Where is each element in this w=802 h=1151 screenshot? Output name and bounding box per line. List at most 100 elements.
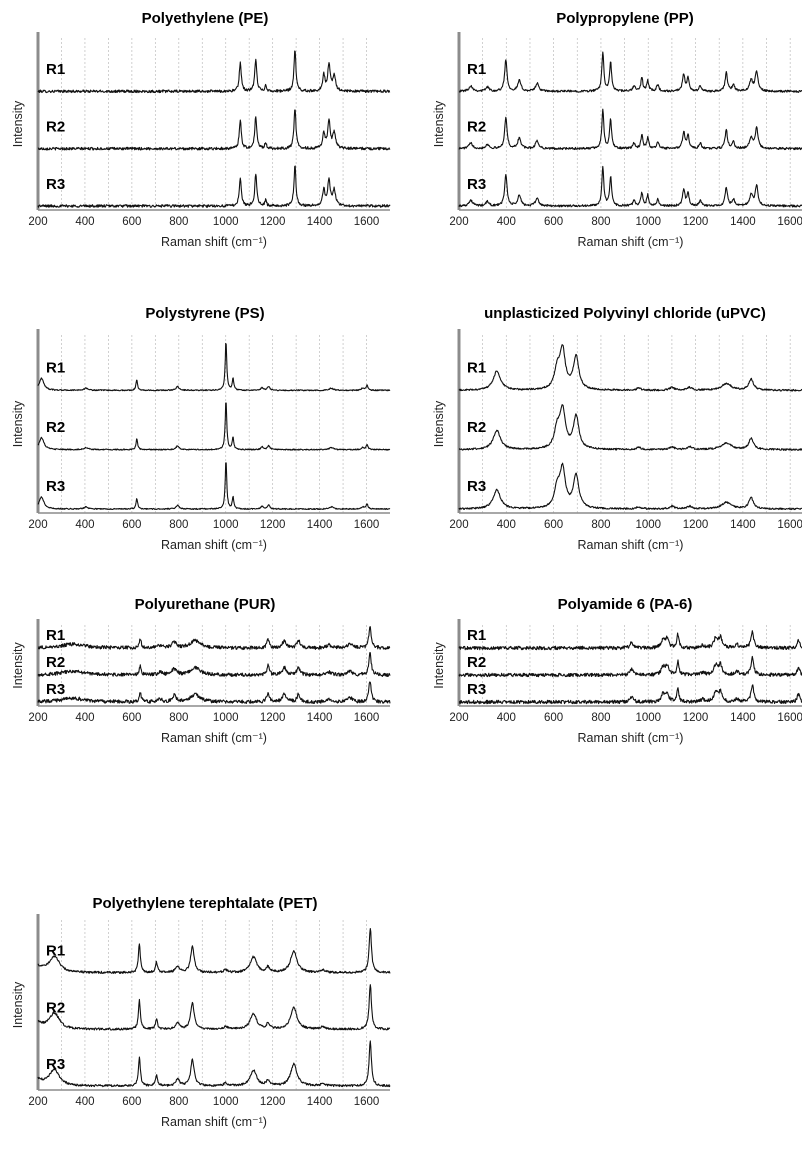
y-axis-label: Intensity [11, 400, 25, 447]
panel-7: Polyethylene terephtalate (PET) 200 400 600… [11, 895, 391, 1129]
x-tick-label: 400 [75, 712, 94, 724]
x-tick-label: 1000 [635, 519, 661, 531]
spectrum-r2 [458, 108, 802, 151]
x-tick-label: 1600 [354, 712, 380, 724]
x-tick-label: 400 [497, 216, 516, 228]
x-tick-label: 1000 [213, 712, 239, 724]
x-tick-label: 200 [28, 712, 47, 724]
x-tick-label: 800 [169, 1096, 188, 1108]
spectrum-r1 [37, 928, 391, 974]
x-tick-label: 1600 [777, 519, 802, 531]
x-tick-label: 400 [75, 216, 94, 228]
y-axis-label: Intensity [432, 400, 446, 447]
spectrum-r1 [458, 630, 802, 651]
panel-title: Polyethylene terephtalate (PET) [92, 895, 317, 912]
series-label: R2 [46, 654, 65, 671]
x-tick-label: 600 [122, 519, 141, 531]
series-label: R3 [467, 176, 486, 193]
x-tick-label: 1600 [777, 712, 802, 724]
series-label: R1 [46, 943, 65, 960]
x-tick-label: 1200 [683, 519, 709, 531]
panel-title: unplasticized Polyvinyl chloride (uPVC) [484, 305, 766, 322]
x-tick-label: 600 [544, 216, 563, 228]
x-tick-label: 1400 [730, 712, 756, 724]
x-tick-label: 800 [169, 519, 188, 531]
x-axis-label: Raman shift (cm⁻¹) [161, 538, 267, 552]
x-tick-label: 1400 [307, 712, 333, 724]
panel-title: Polyamide 6 (PA-6) [558, 596, 693, 613]
spectrum-r2 [37, 402, 391, 451]
x-tick-label: 600 [544, 519, 563, 531]
series-label: R3 [467, 681, 486, 698]
x-tick-label: 600 [122, 712, 141, 724]
x-tick-label: 800 [591, 519, 610, 531]
panel-title: Polypropylene (PP) [556, 10, 694, 27]
x-tick-label: 400 [75, 519, 94, 531]
x-tick-label: 600 [122, 216, 141, 228]
x-tick-label: 600 [544, 712, 563, 724]
panel-4: unplasticized Polyvinyl chloride (uPVC) 2… [432, 305, 802, 552]
x-tick-label: 200 [449, 519, 468, 531]
x-tick-label: 800 [591, 216, 610, 228]
spectrum-r3 [37, 1040, 391, 1088]
spectrum-r3 [37, 462, 391, 511]
x-axis-label: Raman shift (cm⁻¹) [161, 731, 267, 745]
x-tick-label: 400 [497, 519, 516, 531]
x-tick-label: 1400 [730, 519, 756, 531]
series-label: R1 [46, 627, 65, 644]
x-tick-label: 1600 [354, 1096, 380, 1108]
x-tick-label: 1400 [307, 216, 333, 228]
x-tick-label: 400 [75, 1096, 94, 1108]
x-tick-label: 800 [169, 712, 188, 724]
x-tick-label: 1200 [683, 712, 709, 724]
x-tick-label: 200 [28, 1096, 47, 1108]
spectrum-r1 [458, 51, 802, 93]
x-axis-label: Raman shift (cm⁻¹) [578, 235, 684, 249]
x-tick-label: 800 [591, 712, 610, 724]
y-axis-label: Intensity [432, 100, 446, 147]
spectrum-r1 [458, 344, 802, 392]
x-axis-label: Raman shift (cm⁻¹) [578, 538, 684, 552]
series-label: R1 [46, 61, 65, 78]
x-tick-label: 1000 [213, 519, 239, 531]
x-tick-label: 200 [28, 519, 47, 531]
x-tick-label: 1200 [683, 216, 709, 228]
panel-1: Polyethylene (PE) 200 400 600 800 1000 1200 140… [11, 10, 391, 249]
series-label: R1 [467, 61, 486, 78]
y-axis-label: Intensity [11, 641, 25, 688]
x-tick-label: 1400 [307, 1096, 333, 1108]
spectrum-r3 [458, 462, 802, 511]
x-axis-label: Raman shift (cm⁻¹) [161, 1115, 267, 1129]
spectrum-r2 [458, 655, 802, 678]
y-axis-label: Intensity [11, 100, 25, 147]
x-axis-label: Raman shift (cm⁻¹) [578, 731, 684, 745]
series-label: R1 [46, 360, 65, 377]
spectrum-r2 [37, 652, 391, 678]
series-label: R2 [46, 419, 65, 436]
x-tick-label: 1200 [260, 216, 286, 228]
spectrum-r2 [37, 109, 391, 151]
series-label: R2 [46, 999, 65, 1016]
y-axis-label: Intensity [11, 981, 25, 1028]
panel-title: Polyethylene (PE) [142, 10, 269, 27]
x-tick-label: 200 [28, 216, 47, 228]
x-tick-label: 1600 [777, 216, 802, 228]
spectrum-r1 [37, 342, 391, 392]
panel-3: Polystyrene (PS) 200 400 600 800 1000 1200 1400… [11, 305, 391, 552]
series-label: R2 [467, 118, 486, 135]
panel-title: Polystyrene (PS) [145, 305, 264, 322]
series-label: R2 [467, 654, 486, 671]
y-axis-label: Intensity [432, 641, 446, 688]
spectrum-r3 [37, 681, 391, 704]
x-axis-label: Raman shift (cm⁻¹) [161, 235, 267, 249]
series-label: R3 [46, 1056, 65, 1073]
series-label: R2 [46, 118, 65, 135]
x-tick-label: 1200 [260, 712, 286, 724]
spectrum-r2 [37, 984, 391, 1031]
spectrum-r2 [458, 404, 802, 451]
panel-title: Polyurethane (PUR) [135, 596, 276, 613]
series-label: R1 [467, 360, 486, 377]
spectrum-r3 [458, 165, 802, 208]
x-tick-label: 1600 [354, 519, 380, 531]
